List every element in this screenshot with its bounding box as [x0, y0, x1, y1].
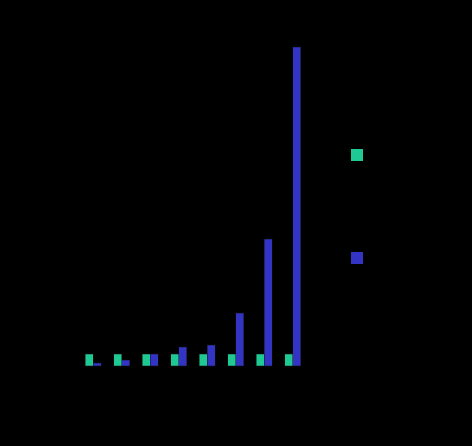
bar [199, 353, 208, 367]
bar [142, 353, 151, 367]
bar [207, 344, 216, 367]
bar [256, 353, 265, 367]
bar [284, 353, 293, 367]
bar [150, 353, 159, 367]
legend-swatch [351, 252, 363, 264]
bar [121, 359, 130, 367]
bar [113, 353, 122, 367]
bar [178, 346, 187, 367]
bar [235, 312, 244, 367]
bar [292, 46, 301, 367]
bar [170, 353, 179, 367]
legend-swatch [351, 149, 363, 161]
bar [85, 353, 94, 367]
bar [264, 238, 273, 367]
bar [93, 362, 102, 367]
bar [227, 353, 236, 367]
